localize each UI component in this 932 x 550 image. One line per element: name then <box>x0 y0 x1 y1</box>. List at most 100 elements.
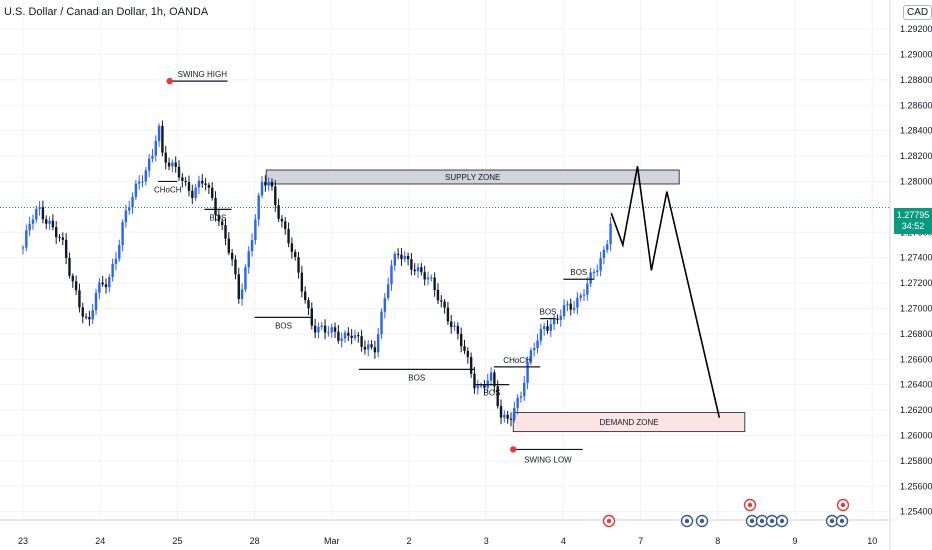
candle-down <box>51 220 55 228</box>
candle-down <box>463 346 466 351</box>
candle-up <box>260 181 264 196</box>
candle-up <box>549 324 553 331</box>
x-tick-label: 7 <box>638 536 643 546</box>
candle-down <box>74 281 78 291</box>
projected-path <box>610 166 721 418</box>
candle-up <box>254 219 257 241</box>
candle-down <box>227 238 231 253</box>
y-tick-label: 1.28200 <box>900 151 932 161</box>
candle-down <box>287 229 290 244</box>
candle-up <box>327 332 330 334</box>
candle-down <box>58 237 61 239</box>
structure-label: BOS <box>484 389 501 398</box>
event-flag-dot <box>606 518 612 524</box>
candle-down <box>167 162 171 167</box>
candle-up <box>552 318 556 325</box>
candle-down <box>45 219 48 224</box>
candle-up <box>609 223 612 245</box>
candle-down <box>220 221 224 225</box>
candle-up <box>144 170 148 182</box>
candle-down <box>323 325 327 333</box>
candle-down <box>499 406 503 418</box>
candle-up <box>98 282 101 293</box>
y-tick-label: 1.26800 <box>900 329 932 339</box>
candle-down <box>234 259 237 275</box>
candle-up <box>250 240 254 252</box>
candle-down <box>187 182 191 191</box>
candle-up <box>25 230 28 248</box>
candle-down <box>400 254 403 260</box>
x-tick-label: 10 <box>867 536 877 546</box>
structure-label: CHoCH <box>503 356 531 365</box>
candle-down <box>64 239 68 258</box>
candle-up <box>582 294 586 296</box>
structure-label: BOS <box>540 308 557 317</box>
economic-events[interactable] <box>602 498 850 528</box>
candle-down <box>360 336 363 347</box>
y-tick-label: 1.25400 <box>900 507 932 517</box>
candle-down <box>313 325 317 333</box>
candle-down <box>396 253 400 255</box>
candle-down <box>224 224 227 239</box>
candle-up <box>426 277 430 280</box>
candle-down <box>347 332 350 336</box>
candle-down <box>277 205 280 219</box>
supply-zone-label: SUPPLY ZONE <box>445 173 500 182</box>
candle-down <box>337 331 340 341</box>
event-flag-dot <box>769 518 775 524</box>
candle-up <box>330 327 333 333</box>
candle-down <box>274 186 277 206</box>
candle-up <box>559 316 562 320</box>
candle-up <box>134 183 138 197</box>
candle-down <box>264 181 267 186</box>
candle-up <box>390 265 393 285</box>
candle-down <box>230 252 234 260</box>
candle-down <box>363 346 367 350</box>
candle-up <box>317 326 320 333</box>
candle-up <box>240 289 244 300</box>
structure-label: BOS <box>275 321 292 330</box>
candle-up <box>267 181 270 186</box>
candle-up <box>430 277 433 279</box>
candle-up <box>519 396 523 398</box>
candle-up <box>416 267 420 272</box>
x-tick-label: 2 <box>406 536 411 546</box>
candle-up <box>137 181 141 184</box>
candle-down <box>423 272 426 280</box>
candle-down <box>440 300 443 302</box>
candle-up <box>572 307 576 310</box>
candle-down <box>473 373 476 389</box>
candle-up <box>596 270 599 273</box>
candle-down <box>420 267 423 273</box>
candle-up <box>586 283 589 295</box>
candle-down <box>104 284 108 288</box>
candle-down <box>204 183 207 185</box>
candles <box>21 120 612 427</box>
candle-down <box>164 152 167 163</box>
candle-down <box>307 300 310 309</box>
grid <box>0 0 890 520</box>
candle-up <box>38 207 41 209</box>
candle-down <box>496 386 499 407</box>
event-flag-dot <box>747 502 753 508</box>
candle-up <box>171 162 174 167</box>
event-flag-dot <box>749 518 755 524</box>
candle-up <box>453 325 456 327</box>
candle-up <box>602 249 606 259</box>
candle-down <box>294 251 297 258</box>
currency-badge[interactable]: CAD <box>903 5 932 20</box>
candle-down <box>174 162 177 167</box>
candle-up <box>154 141 157 156</box>
candle-up <box>247 251 250 268</box>
candle-down <box>410 259 413 270</box>
candle-down <box>450 321 453 327</box>
candle-down <box>41 207 45 220</box>
x-tick-label: 28 <box>250 536 260 546</box>
demand-zone-label: DEMAND ZONE <box>599 418 658 427</box>
candle-down <box>569 303 572 310</box>
structure-label: BOS <box>570 268 587 277</box>
y-tick-label: 1.28000 <box>900 176 932 186</box>
last-price-value: 1.27795 <box>896 210 930 220</box>
chart-title: U.S. Dollar / Canadian Dollar, 1h, OANDA <box>4 6 209 18</box>
